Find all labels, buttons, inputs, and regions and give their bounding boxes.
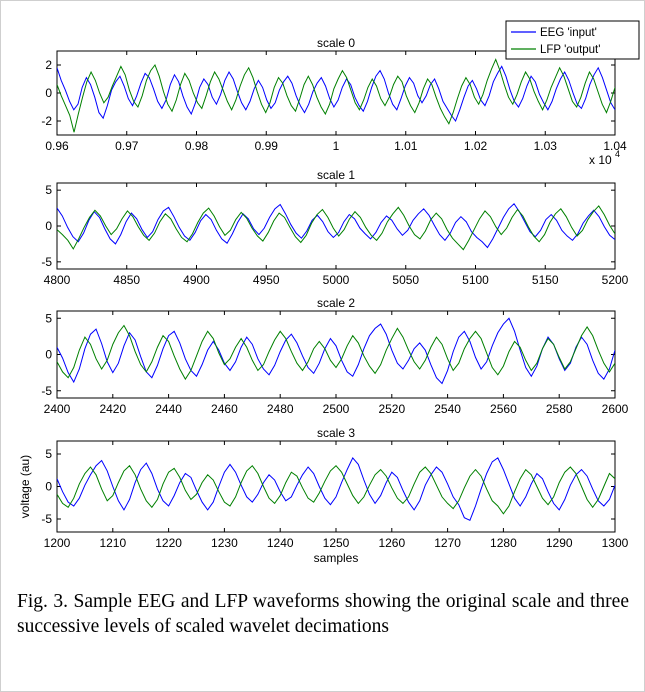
x-tick-label: 1.03 [534, 139, 558, 153]
axes-box [56, 310, 616, 399]
series-line-lfp [57, 324, 615, 381]
axes-box [56, 50, 616, 136]
y-tick-label: -5 [41, 255, 52, 269]
x-tick-label: 2520 [378, 402, 405, 416]
subplot-scale-0: 0.96 0.97 0.98 0.99 1 1.01 1.02 1.03 1.04 -2 0 2 sca… [41, 36, 627, 167]
y-tick-label: -5 [41, 384, 52, 398]
legend-label: LFP 'output' [540, 44, 600, 56]
subplot-title: scale 0 [317, 36, 355, 50]
x-tick-label: 0.99 [255, 139, 279, 153]
y-tick-label: 0 [45, 348, 52, 362]
x-tick-label: 1240 [267, 536, 294, 550]
series-line-eeg [57, 203, 615, 249]
x-tick-label: 2540 [434, 402, 461, 416]
x-tick-label: 5200 [602, 273, 629, 287]
x-tick-label: 2500 [323, 402, 350, 416]
subplot-scale-3: 1200 1210 1220 1230 1240 1250 1260 1270 1280 1290… [18, 426, 629, 565]
subplot-scale-1: 4800 4850 4900 4950 5000 5050 5100 5150 5200 -5 0 5… [41, 168, 628, 287]
series-line-eeg [57, 456, 615, 521]
legend-label: EEG 'input' [540, 27, 597, 39]
x-tick-label: 0.98 [185, 139, 209, 153]
x-tick-label: 1260 [378, 536, 405, 550]
x-tick-label: 0.96 [45, 139, 69, 153]
y-tick-label: 5 [45, 311, 52, 325]
x-tick-label: 5000 [323, 273, 350, 287]
x-tick-label: 4800 [44, 273, 71, 287]
x-tick-label: 2480 [267, 402, 294, 416]
y-tick-label: -2 [41, 114, 52, 128]
x-tick-label: 2400 [44, 402, 71, 416]
x-axis-label: samples [314, 551, 359, 565]
x-tick-label: 2600 [602, 402, 629, 416]
x-tick-label: 1.04 [603, 139, 627, 153]
y-tick-label: 5 [45, 447, 52, 461]
x-tick-label: 4900 [183, 273, 210, 287]
x-tick-label: 2580 [546, 402, 573, 416]
x-tick-label: 2440 [155, 402, 182, 416]
y-tick-label: 0 [45, 219, 52, 233]
x-tick-label: 2560 [490, 402, 517, 416]
figure-caption: Fig. 3. Sample EEG and LFP waveforms sho… [17, 591, 629, 637]
y-tick-label: 0 [45, 86, 52, 100]
x-tick-label: 5050 [392, 273, 419, 287]
y-tick-label: -5 [41, 512, 52, 526]
axes-box [56, 182, 616, 270]
x-tick-label: 4950 [253, 273, 280, 287]
x-tick-label: 4850 [113, 273, 140, 287]
x-tick-label: 1300 [602, 536, 629, 550]
legend-box [505, 20, 640, 60]
x-tick-label: 2460 [211, 402, 238, 416]
x-tick-label: 2420 [99, 402, 126, 416]
series-line-eeg [57, 317, 615, 385]
x-axis-multiplier-exponent: 4 [615, 149, 620, 159]
x-tick-label: 5150 [532, 273, 559, 287]
legend: EEG 'input' LFP 'output' [505, 20, 640, 60]
series-line-lfp [57, 464, 615, 515]
x-tick-label: 5100 [462, 273, 489, 287]
figure-canvas: 0.96 0.97 0.98 0.99 1 1.01 1.02 1.03 1.04 -2 0 2 sca… [18, 20, 640, 565]
series-line-lfp [57, 58, 615, 133]
series-line-eeg [57, 65, 615, 123]
subplot-title: scale 3 [317, 426, 355, 440]
subplot-scale-2: 2400 2420 2440 2460 2480 2500 2520 2540 2560 2580… [41, 296, 628, 416]
x-tick-label: 0.97 [115, 139, 139, 153]
x-tick-label: 1280 [490, 536, 517, 550]
x-tick-label: 1 [333, 139, 340, 153]
x-tick-label: 1290 [546, 536, 573, 550]
x-tick-label: 1220 [155, 536, 182, 550]
x-tick-label: 1270 [434, 536, 461, 550]
x-tick-label: 1210 [99, 536, 126, 550]
y-axis-label: voltage (au) [18, 455, 32, 518]
x-tick-label: 1.01 [394, 139, 418, 153]
x-axis-multiplier: x 10 [589, 153, 612, 167]
x-tick-label: 1.02 [464, 139, 488, 153]
subplot-title: scale 2 [317, 296, 355, 310]
y-tick-label: 5 [45, 183, 52, 197]
x-tick-label: 1250 [323, 536, 350, 550]
x-tick-label: 1230 [211, 536, 238, 550]
x-tick-label: 1200 [44, 536, 71, 550]
y-tick-label: 2 [45, 58, 52, 72]
y-tick-label: 0 [45, 480, 52, 494]
series-line-lfp [57, 205, 615, 251]
axes-box [56, 440, 616, 533]
subplot-title: scale 1 [317, 168, 355, 182]
